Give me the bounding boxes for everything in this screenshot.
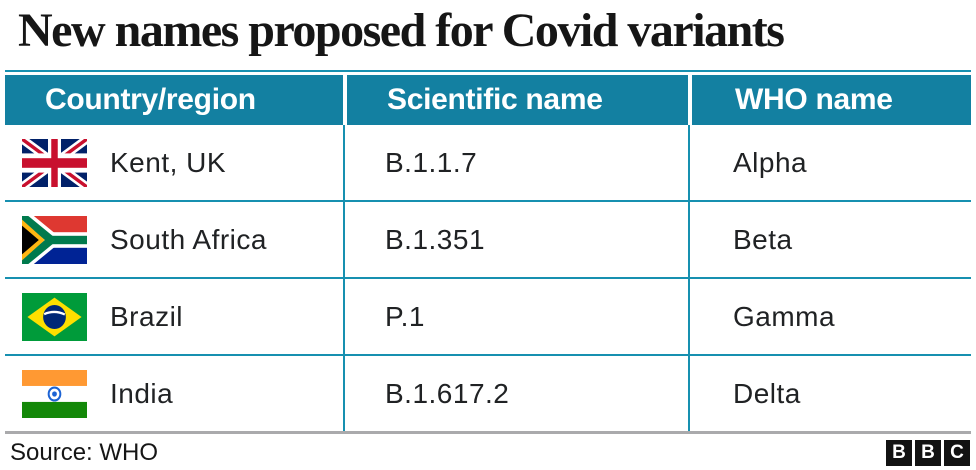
- country-label: India: [110, 377, 174, 409]
- india-flag: [22, 369, 87, 418]
- bbc-logo: B B C: [886, 440, 970, 466]
- table-bottom-rule: [5, 431, 971, 434]
- table-row: India B.1.617.2 Delta: [5, 354, 971, 431]
- source-label: Source: WHO: [10, 439, 159, 466]
- footer: Source: WHO B B C: [10, 438, 970, 468]
- table-row: Kent, UK B.1.1.7 Alpha: [5, 125, 971, 200]
- country-label: Brazil: [110, 300, 184, 332]
- country-cell: India: [5, 356, 345, 431]
- table-row: Brazil P.1 Gamma: [5, 277, 971, 354]
- who-name-cell: Beta: [733, 223, 793, 255]
- who-name-cell: Alpha: [733, 146, 808, 178]
- scientific-name-cell: B.1.1.7: [345, 125, 690, 200]
- bbc-logo-block: B: [886, 440, 912, 466]
- uk-flag: [22, 138, 87, 187]
- country-cell: Brazil: [5, 279, 345, 354]
- brazil-flag: [22, 292, 87, 341]
- south-africa-flag: [22, 215, 87, 264]
- page-title: New names proposed for Covid variants: [18, 4, 785, 57]
- column-header-country: Country/region: [5, 75, 343, 125]
- bbc-logo-block: B: [915, 440, 941, 466]
- scientific-name-cell: B.1.617.2: [345, 356, 690, 431]
- country-cell: South Africa: [5, 202, 345, 277]
- bbc-logo-block: C: [944, 440, 970, 466]
- scientific-name-cell: P.1: [345, 279, 690, 354]
- table-top-rule: [5, 70, 971, 72]
- who-name-cell: Delta: [733, 377, 801, 409]
- table-row: South Africa B.1.351 Beta: [5, 200, 971, 277]
- table-header-row: Country/region Scientific name WHO name: [5, 75, 971, 125]
- who-name-cell: Gamma: [733, 300, 836, 332]
- scientific-name-cell: B.1.351: [345, 202, 690, 277]
- country-cell: Kent, UK: [5, 125, 345, 200]
- variants-table: Country/region Scientific name WHO name …: [5, 70, 971, 434]
- column-header-scientific: Scientific name: [347, 75, 688, 125]
- column-header-who: WHO name: [692, 75, 971, 125]
- country-label: South Africa: [110, 223, 267, 255]
- country-label: Kent, UK: [110, 146, 227, 178]
